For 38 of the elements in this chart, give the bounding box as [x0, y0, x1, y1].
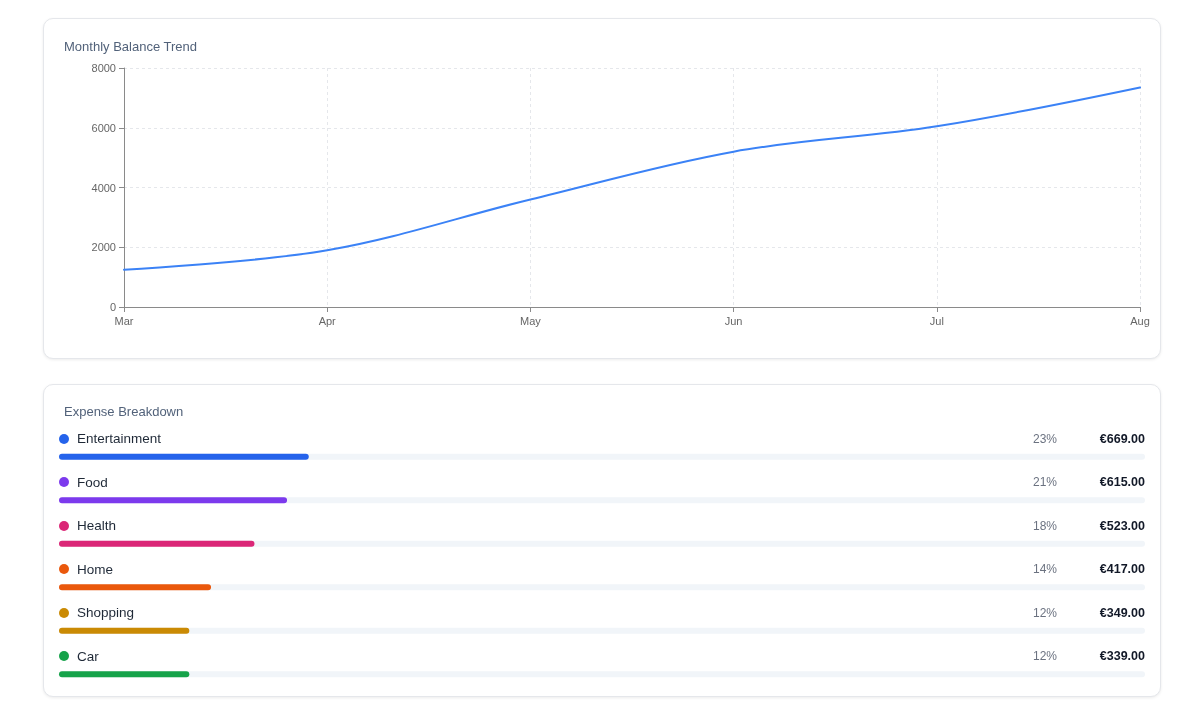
- data-label: 12%: [1032, 605, 1057, 620]
- annotation: €523.00: [1099, 518, 1145, 533]
- chart-title: Monthly Balance Trend: [64, 39, 197, 54]
- y-tick-label: Shopping: [77, 605, 135, 621]
- x-tick-label: Aug: [1130, 314, 1150, 327]
- annotation: €615.00: [1099, 475, 1145, 490]
- line-series: [123, 86, 1141, 271]
- y-tick-label: Food: [77, 474, 108, 490]
- data-label: 12%: [1032, 649, 1057, 664]
- bar: [59, 497, 288, 504]
- x-tick-label: Apr: [318, 314, 337, 327]
- x-tick-label: Mar: [114, 314, 134, 327]
- bar: [59, 540, 255, 547]
- annotation: €349.00: [1099, 605, 1145, 620]
- x-tick-label: Jun: [724, 314, 743, 327]
- y-tick-label: 0: [109, 301, 116, 313]
- y-tick-label: Car: [77, 648, 100, 664]
- y-tick-label: Home: [77, 561, 114, 577]
- y-tick-label: 2000: [91, 241, 116, 254]
- data-label: 14%: [1032, 562, 1057, 577]
- y-tick-label: Entertainment: [77, 431, 162, 447]
- y-tick-label: 4000: [91, 181, 116, 194]
- x-tick-label: May: [520, 314, 542, 327]
- x-tick-label: Jul: [929, 314, 944, 327]
- bar: [59, 671, 190, 678]
- y-tick-label: Health: [77, 518, 117, 534]
- y-tick-label: 6000: [91, 121, 116, 134]
- annotation: €417.00: [1099, 562, 1145, 577]
- data-label: 18%: [1032, 518, 1057, 533]
- y-tick-label: 8000: [91, 62, 116, 74]
- annotation: €339.00: [1099, 649, 1145, 664]
- data-label: 23%: [1032, 431, 1057, 446]
- annotation: €669.00: [1099, 431, 1145, 446]
- data-label: 21%: [1032, 475, 1057, 490]
- chart-title: Expense Breakdown: [64, 404, 184, 419]
- bar: [59, 627, 190, 634]
- bar: [59, 584, 212, 591]
- bar: [59, 453, 309, 460]
